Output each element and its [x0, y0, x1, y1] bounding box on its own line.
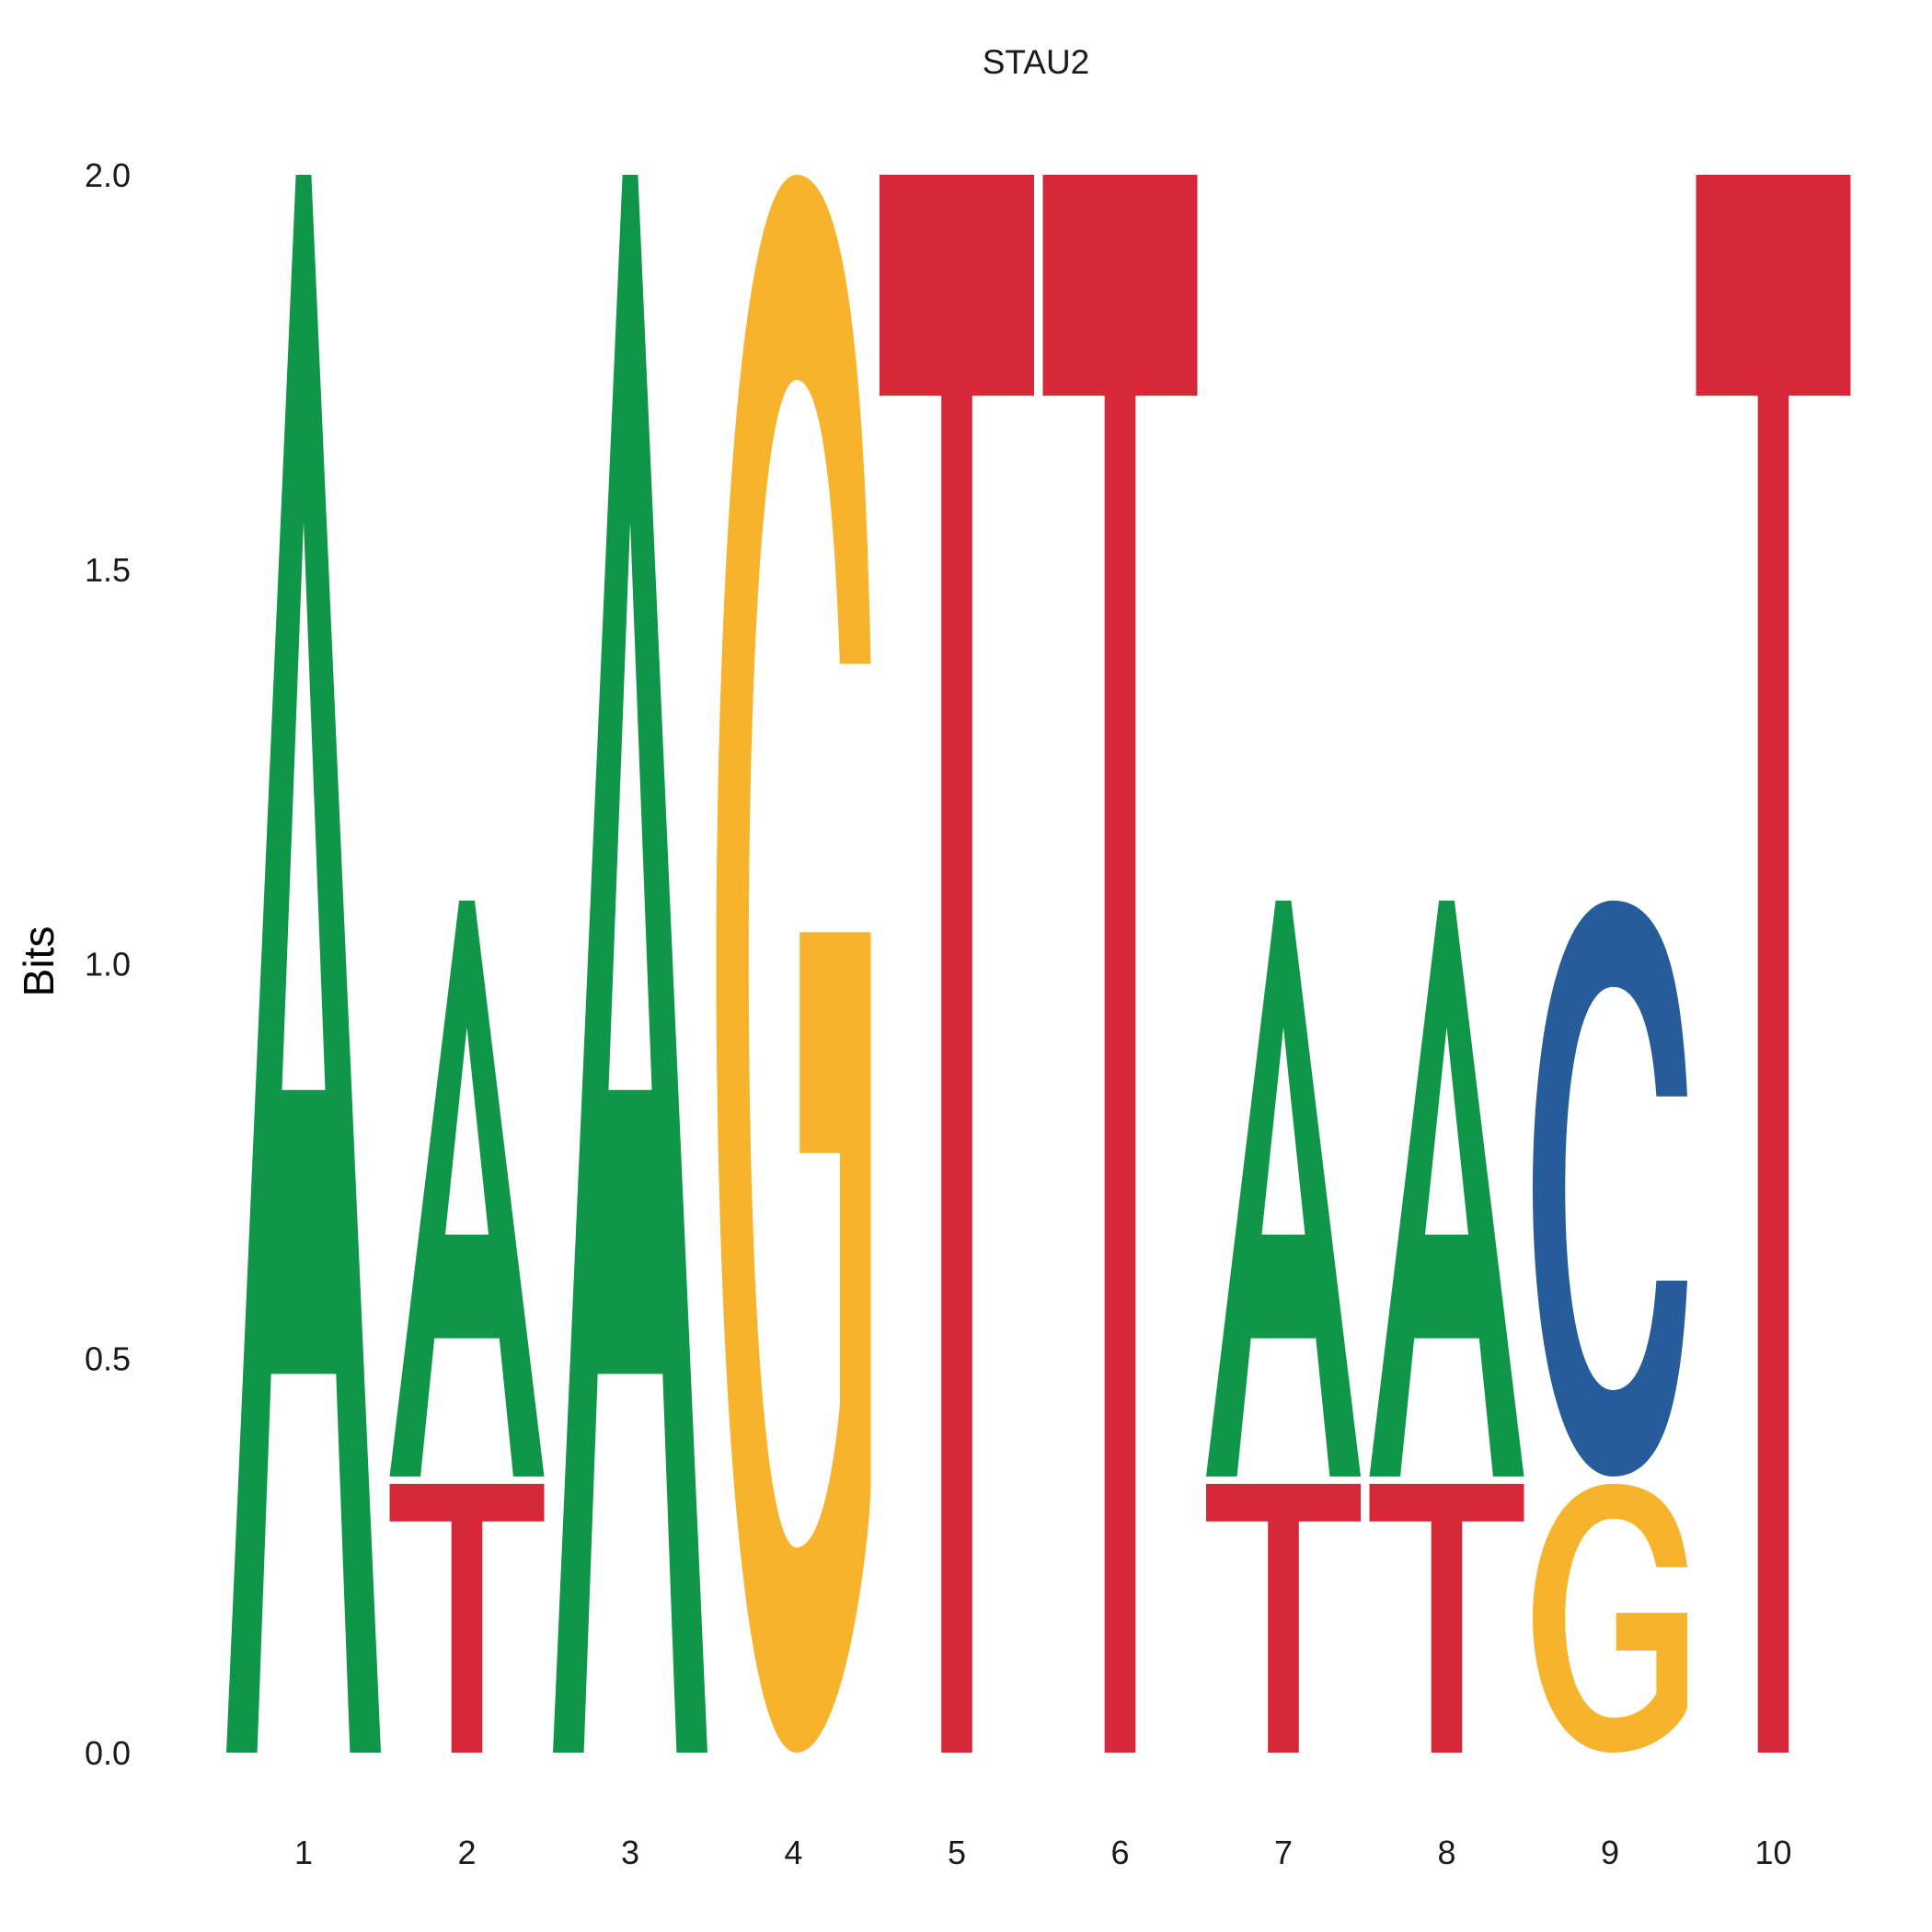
y-tick-label: 0.0	[85, 1734, 131, 1772]
y-tick-label: 2.0	[85, 156, 131, 194]
x-tick-label: 1	[294, 1834, 313, 1871]
letter-g-glyph	[716, 175, 871, 1753]
letter-t-glyph	[1206, 1483, 1361, 1753]
logo-glyphs	[226, 175, 1851, 1753]
letter-t-glyph	[1696, 175, 1851, 1753]
x-tick-label: 9	[1601, 1834, 1619, 1871]
letter-a-glyph	[1369, 900, 1524, 1477]
y-tick-label: 0.5	[85, 1340, 131, 1377]
letter-c-glyph	[1533, 900, 1687, 1477]
letter-a-glyph	[1206, 900, 1361, 1477]
letter-t-glyph	[389, 1483, 545, 1753]
x-tick-label: 4	[784, 1834, 802, 1871]
chart-title: STAU2	[983, 43, 1090, 81]
x-axis-ticks: 1 2 3 4 5 6 7 8 9 10	[294, 1834, 1792, 1871]
letter-a-glyph	[553, 175, 707, 1753]
letter-t-glyph	[1042, 175, 1198, 1753]
y-axis-ticks: 0.0 0.5 1.0 1.5 2.0	[85, 156, 131, 1772]
y-tick-label: 1.0	[85, 946, 131, 983]
x-tick-label: 2	[457, 1834, 476, 1871]
x-tick-label: 10	[1754, 1834, 1791, 1871]
x-tick-label: 5	[948, 1834, 966, 1871]
x-tick-label: 6	[1110, 1834, 1129, 1871]
x-tick-label: 7	[1274, 1834, 1293, 1871]
y-tick-label: 1.5	[85, 551, 131, 589]
y-axis-label: Bits	[15, 926, 63, 997]
x-tick-label: 3	[621, 1834, 639, 1871]
letter-g-glyph	[1533, 1483, 1687, 1753]
letter-a-glyph	[226, 175, 381, 1753]
letter-a-glyph	[389, 900, 545, 1477]
x-tick-label: 8	[1437, 1834, 1455, 1871]
letter-t-glyph	[1369, 1483, 1524, 1753]
letter-t-glyph	[880, 175, 1034, 1753]
